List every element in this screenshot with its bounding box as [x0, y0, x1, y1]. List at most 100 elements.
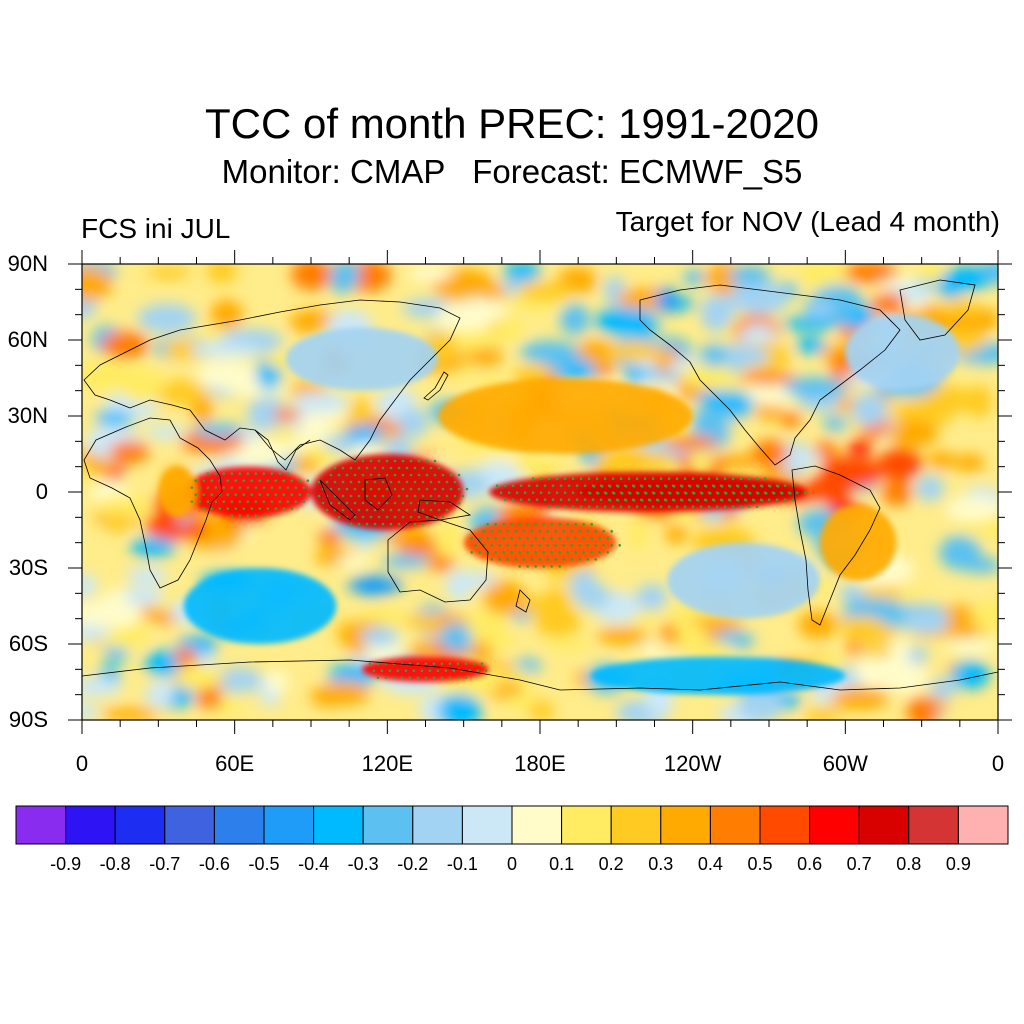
colorbar-label: 0.3 — [648, 854, 674, 874]
significance-dot — [385, 459, 389, 463]
field-blob — [846, 623, 898, 645]
significance-dot — [377, 487, 381, 491]
significance-dot — [502, 537, 505, 540]
significance-dot — [357, 494, 361, 498]
significance-dot — [563, 477, 567, 481]
coast-antarctica — [82, 659, 998, 691]
significance-dot — [190, 486, 194, 489]
significance-dot — [214, 486, 218, 489]
significance-dot — [711, 484, 715, 488]
significance-dot — [302, 500, 306, 503]
significance-dot — [727, 484, 731, 488]
significance-dot — [385, 515, 389, 519]
field-blob — [700, 294, 734, 330]
colorbar-label: 0.9 — [945, 854, 971, 874]
significance-dot — [735, 498, 739, 502]
significance-dot — [393, 473, 397, 477]
significance-dot — [510, 523, 513, 526]
field-blob — [397, 408, 429, 438]
field-blob — [175, 664, 223, 690]
significance-dot — [671, 484, 675, 488]
significance-dot — [751, 498, 755, 502]
significance-dot — [522, 558, 525, 561]
significance-dot — [538, 558, 541, 561]
field-blob — [851, 393, 888, 427]
field-blob — [858, 644, 893, 658]
field-blob — [953, 454, 986, 472]
significance-dot — [210, 493, 214, 496]
field-blob — [544, 638, 593, 652]
field-blob — [656, 287, 678, 314]
axis-ticks — [68, 250, 1012, 734]
significance-dot — [543, 484, 547, 488]
significance-dot — [599, 498, 603, 502]
field-blob — [90, 595, 143, 629]
significance-dot — [543, 498, 547, 502]
significance-dot — [574, 551, 577, 554]
field-blob — [780, 412, 802, 428]
significance-dot — [333, 466, 337, 470]
significance-dot — [723, 505, 727, 509]
field-blob — [503, 264, 542, 282]
field-blob — [382, 553, 431, 569]
significance-dot — [329, 501, 333, 505]
significance-dot — [531, 477, 535, 481]
significance-dot — [365, 466, 369, 470]
significance-dot — [337, 515, 341, 519]
lon-label: 120E — [361, 751, 414, 776]
significance-dot — [506, 558, 509, 561]
significance-dot — [417, 459, 421, 463]
significance-dot — [409, 487, 413, 491]
lon-label: 60E — [215, 751, 255, 776]
feature-north-atlantic — [845, 314, 960, 391]
colorbar-label: 0.1 — [549, 854, 575, 874]
field-blob — [805, 303, 835, 317]
significance-dot — [566, 551, 569, 554]
significance-dot — [270, 472, 274, 475]
significance-dot — [551, 484, 555, 488]
significance-dot — [627, 505, 631, 509]
significance-dot — [353, 459, 357, 463]
significance-dot — [611, 477, 615, 481]
plot-title: TCC of month PREC: 1991-2020 — [205, 100, 819, 147]
field-blob — [349, 397, 373, 424]
field-blob — [529, 700, 554, 720]
colorbar-swatch — [164, 805, 215, 845]
feature-africa-east — [158, 466, 197, 518]
significance-dot — [369, 487, 373, 491]
field-blob — [103, 647, 129, 662]
significance-dot — [586, 558, 589, 561]
significance-dot — [349, 522, 353, 526]
coastlines — [82, 279, 998, 691]
significance-dot — [456, 662, 460, 665]
significance-dot — [494, 523, 497, 526]
field-blob — [292, 392, 349, 413]
field-blob — [191, 341, 250, 358]
significance-dot — [675, 477, 679, 481]
significance-dot — [429, 466, 433, 470]
significance-dot — [523, 491, 527, 495]
significance-dot — [286, 500, 290, 503]
significance-dot — [591, 484, 595, 488]
significance-dot — [707, 491, 711, 495]
significance-dot — [551, 498, 555, 502]
significance-dot — [436, 669, 440, 672]
significance-dot — [731, 491, 735, 495]
significance-dot — [534, 523, 537, 526]
significance-dot — [389, 466, 393, 470]
significance-dot — [429, 494, 433, 498]
significance-dot — [400, 676, 404, 679]
significance-dot — [258, 479, 262, 482]
significance-dot — [325, 480, 329, 484]
significance-dot — [683, 505, 687, 509]
significance-dot — [526, 537, 529, 540]
significance-dot — [190, 500, 194, 503]
feature-south-america — [819, 504, 897, 581]
significance-dot — [611, 505, 615, 509]
field-blob — [437, 302, 495, 332]
field-blob — [677, 623, 707, 650]
field-blob — [426, 556, 456, 571]
significance-dot — [503, 498, 507, 502]
significance-dot — [393, 487, 397, 491]
significance-dot — [282, 507, 286, 510]
